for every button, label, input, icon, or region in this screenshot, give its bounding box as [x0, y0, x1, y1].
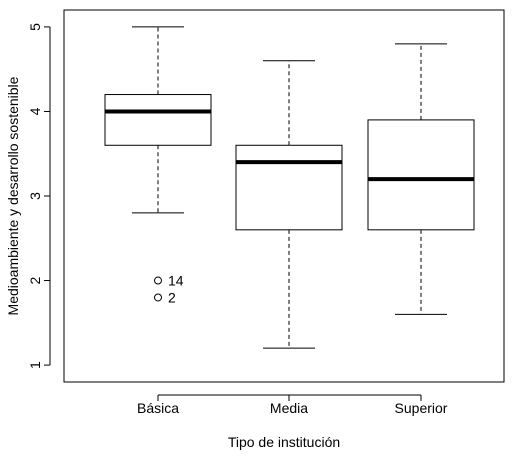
x-tick-label: Básica [137, 400, 179, 416]
y-tick-label: 5 [27, 23, 43, 31]
box-group: 142 [104, 26, 475, 349]
box-media [235, 60, 343, 349]
box-iqr [367, 119, 475, 231]
outlier-label: 2 [168, 289, 176, 305]
plot-frame [63, 9, 505, 383]
y-tick-label: 2 [27, 276, 43, 284]
y-axis: 1 2 3 4 5 [27, 23, 51, 369]
box-iqr [235, 144, 343, 231]
outlier-point [154, 276, 162, 285]
outlier-label: 14 [168, 273, 184, 289]
y-tick-label: 1 [27, 361, 43, 369]
box-básica: 142 [104, 26, 212, 305]
x-axis: Básica Media Superior [137, 394, 448, 416]
box-iqr [104, 94, 212, 146]
y-axis-label: Medioambiente y desarrollo sostenible [5, 76, 21, 315]
x-axis-label: Tipo de institución [228, 434, 340, 450]
x-tick-label: Media [270, 400, 308, 416]
y-tick-label: 3 [27, 192, 43, 200]
x-tick-label: Superior [395, 400, 448, 416]
y-tick-label: 4 [27, 107, 43, 115]
outlier-point [154, 293, 162, 302]
box-superior [367, 43, 475, 315]
